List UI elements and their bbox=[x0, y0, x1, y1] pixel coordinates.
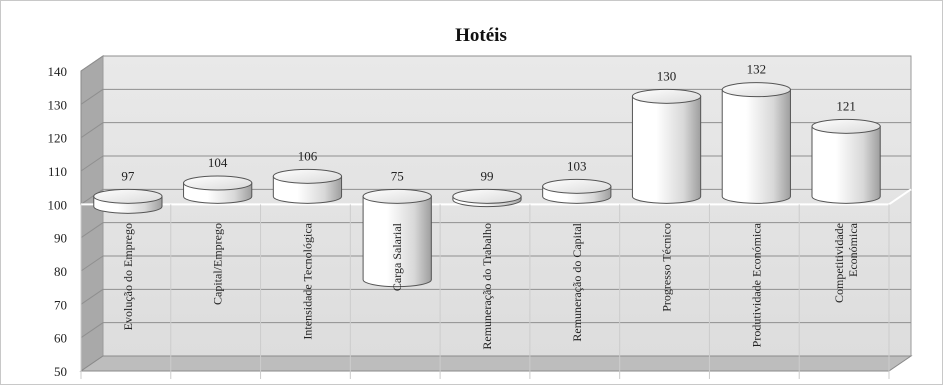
data-label: 103 bbox=[567, 158, 587, 173]
bar-cap bbox=[272, 168, 343, 184]
bar bbox=[272, 168, 343, 204]
data-label: 99 bbox=[481, 168, 494, 183]
y-tick-label: 110 bbox=[48, 164, 67, 179]
gridline-side bbox=[80, 55, 104, 72]
gridline-side bbox=[80, 155, 104, 172]
y-tick-label: 60 bbox=[54, 331, 67, 346]
bar bbox=[452, 188, 522, 208]
data-label: 106 bbox=[298, 148, 318, 163]
bar-cap bbox=[362, 188, 432, 204]
bar bbox=[721, 82, 791, 204]
bar-body bbox=[811, 125, 881, 204]
gridline-side bbox=[80, 322, 104, 339]
x-tick-label-line: Intensidade Tecnológica bbox=[300, 222, 314, 339]
bar bbox=[631, 88, 702, 204]
bar bbox=[811, 118, 881, 204]
x-tick-label: CompetitividadeEconómica bbox=[832, 222, 860, 303]
x-tick-label-line: Capital/Emprego bbox=[211, 223, 225, 305]
plot-area: 50 60 70 80 90 100 110 120 130 140 97 Evolução do E… bbox=[48, 55, 913, 379]
bar bbox=[93, 188, 163, 214]
bar-cap bbox=[183, 175, 253, 191]
y-tick-label: 140 bbox=[48, 64, 68, 79]
bar-cap bbox=[93, 188, 163, 204]
chart-title: Hotéis bbox=[455, 25, 507, 46]
y-tick-label: 90 bbox=[54, 231, 67, 246]
data-label: 97 bbox=[121, 168, 135, 183]
gridline-side bbox=[80, 88, 104, 105]
data-label: 104 bbox=[208, 155, 228, 170]
baseline-line-side bbox=[888, 188, 912, 206]
bar bbox=[542, 178, 612, 204]
floor bbox=[79, 355, 913, 372]
side-wall bbox=[80, 55, 104, 372]
gridline-side bbox=[80, 122, 104, 139]
data-label: 132 bbox=[747, 62, 767, 77]
bar-body bbox=[721, 89, 791, 204]
bar-body bbox=[272, 175, 343, 204]
x-tick-label: Intensidade Tecnológica bbox=[300, 222, 314, 339]
bar bbox=[183, 175, 253, 204]
gridline-side bbox=[80, 222, 104, 239]
gridline-side bbox=[80, 288, 104, 305]
gridline-side bbox=[80, 188, 104, 205]
x-tick-label-line: Remuneração do Capital bbox=[570, 222, 584, 341]
x-tick-label: Capital/Emprego bbox=[211, 223, 225, 305]
x-tick-label: Evolução do Emprego bbox=[121, 223, 135, 330]
bar-cap bbox=[721, 82, 791, 98]
y-tick-label: 120 bbox=[48, 131, 68, 146]
x-tick-label: Remuneração do Capital bbox=[570, 222, 584, 341]
y-tick-label: 50 bbox=[54, 364, 67, 379]
x-tick-label-line: Carga Salarial bbox=[390, 222, 404, 291]
x-tick-label-line: Evolução do Emprego bbox=[121, 223, 135, 330]
x-tick-label-line: Competitividade bbox=[832, 223, 846, 303]
y-tick-label: 80 bbox=[54, 264, 67, 279]
x-tick-label-line: Progresso Técnico bbox=[660, 223, 674, 312]
bar-cap bbox=[542, 178, 612, 194]
x-tick-label: Produtividade Económica bbox=[749, 222, 763, 347]
bar-body bbox=[631, 95, 702, 204]
bar-body bbox=[362, 195, 432, 288]
data-label: 121 bbox=[836, 98, 856, 113]
y-tick-label: 100 bbox=[48, 197, 68, 212]
y-tick-label: 130 bbox=[48, 97, 68, 112]
bar-cap bbox=[811, 118, 881, 134]
data-label: 130 bbox=[657, 68, 677, 83]
bar bbox=[362, 188, 432, 288]
gridline-side bbox=[80, 255, 104, 272]
data-label: 75 bbox=[391, 168, 404, 183]
x-tick-label-line: Remuneração do Trabalho bbox=[480, 223, 494, 350]
y-tick-label: 70 bbox=[54, 297, 67, 312]
x-tick-label: Remuneração do Trabalho bbox=[480, 223, 494, 350]
bar-cap bbox=[452, 188, 522, 204]
x-tick-label: Progresso Técnico bbox=[660, 223, 674, 312]
x-tick-label-line: Produtividade Económica bbox=[749, 222, 763, 347]
x-tick-label: Carga Salarial bbox=[390, 222, 404, 291]
bar-cap bbox=[631, 88, 702, 104]
x-tick-label-line: Económica bbox=[846, 222, 860, 277]
